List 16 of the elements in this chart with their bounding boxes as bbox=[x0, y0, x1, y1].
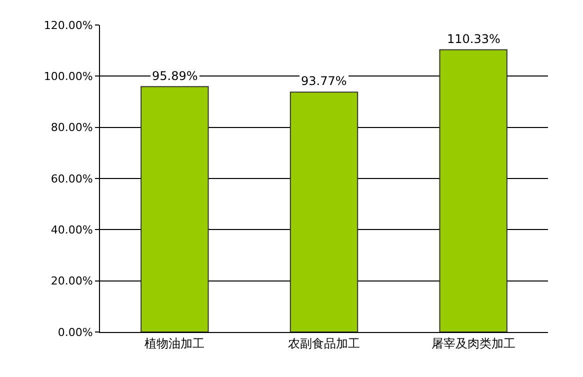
bar bbox=[290, 92, 358, 332]
x-tick-label: 植物油加工 bbox=[144, 336, 205, 350]
x-tick-label: 农副食品加工 bbox=[288, 336, 360, 350]
x-tick-label: 屠宰及肉类加工 bbox=[431, 336, 516, 350]
bar bbox=[140, 86, 209, 332]
y-tick-label: 40.00% bbox=[50, 224, 93, 237]
y-tick-label: 20.00% bbox=[50, 274, 93, 288]
bar bbox=[439, 49, 508, 332]
data-label: 95.89% bbox=[152, 69, 198, 83]
y-tick-label: 60.00% bbox=[50, 172, 93, 186]
data-label: 110.33% bbox=[447, 32, 500, 46]
y-tick-label: 100.00% bbox=[44, 70, 93, 84]
data-label: 93.77% bbox=[301, 74, 347, 88]
y-tick-label: 120.00% bbox=[44, 18, 93, 32]
y-tick-label: 80.00% bbox=[50, 121, 93, 134]
y-tick-label: 0.00% bbox=[58, 326, 93, 339]
